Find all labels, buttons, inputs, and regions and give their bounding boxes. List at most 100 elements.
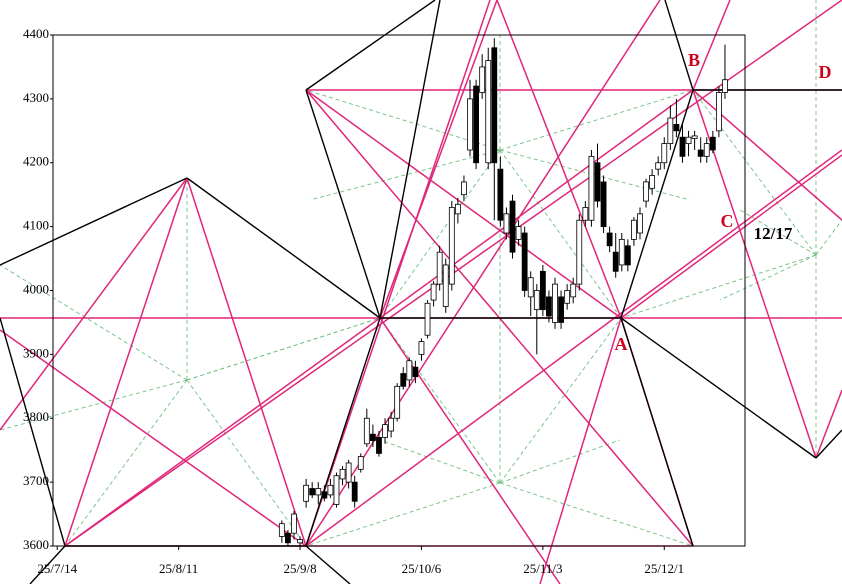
overlay-line — [379, 149, 501, 319]
overlay-line — [815, 389, 842, 459]
overlay-line — [64, 317, 381, 547]
overlay-line — [379, 89, 694, 319]
x-tick-label: 25/12/1 — [644, 561, 684, 576]
candle-body — [509, 200, 516, 253]
overlay-line — [692, 0, 731, 91]
overlay-line — [379, 0, 498, 319]
overlay-line — [379, 439, 501, 484]
annotation: D — [819, 62, 832, 82]
candle-body — [715, 92, 722, 132]
candle-body — [618, 238, 625, 266]
candle-body — [278, 523, 285, 537]
overlay-line — [496, 0, 622, 319]
overlay-line — [499, 89, 694, 151]
candle-body — [418, 341, 425, 355]
overlay-line — [305, 149, 842, 547]
candle-body — [321, 491, 328, 499]
candle-body — [588, 155, 595, 221]
candle-body — [570, 283, 577, 298]
overlay-line — [692, 89, 817, 256]
candle-body — [703, 143, 710, 157]
candle-body — [606, 232, 613, 247]
candle-body — [552, 283, 558, 323]
overlay-line — [620, 317, 817, 459]
overlay-line — [0, 329, 307, 547]
overlay-line — [186, 379, 307, 547]
candle-body — [363, 417, 370, 445]
candle-body — [546, 296, 552, 317]
candle-body — [351, 481, 358, 502]
y-tick-label: 4400 — [23, 26, 49, 41]
overlay-line — [305, 545, 351, 584]
overlay-line — [305, 89, 622, 319]
candle-body — [558, 296, 564, 323]
x-tick-label: 25/9/8 — [283, 561, 316, 576]
x-tick-label: 25/7/14 — [37, 561, 77, 576]
overlay-line — [186, 177, 381, 319]
candle-body — [685, 136, 692, 144]
overlay-line — [620, 154, 842, 319]
overlay-line — [305, 317, 381, 547]
overlay-line — [692, 89, 817, 459]
overlay-line — [539, 317, 622, 584]
candle-body — [624, 245, 631, 266]
overlay-line — [186, 177, 307, 547]
overlay-line — [64, 177, 188, 547]
overlay-line — [815, 429, 842, 459]
candle-body — [697, 149, 704, 157]
candle-body — [345, 462, 352, 483]
candle-body — [691, 135, 698, 139]
candle-body — [454, 203, 461, 215]
overlay-line — [305, 0, 436, 91]
overlay-line — [0, 264, 188, 381]
overlay-line — [305, 89, 381, 319]
overlay-line — [499, 317, 622, 484]
candle-body — [388, 417, 395, 432]
candle-body — [430, 283, 437, 301]
candle-body — [442, 264, 449, 307]
candle-body — [503, 213, 510, 234]
candle-body — [309, 488, 316, 496]
y-tick-label: 4000 — [23, 281, 49, 296]
candle-body — [637, 213, 643, 234]
overlay-line — [620, 317, 694, 547]
candle-body — [594, 162, 601, 202]
candle-body — [285, 532, 291, 544]
candle-body — [612, 251, 619, 272]
overlay-line — [186, 317, 381, 381]
candle-body — [521, 232, 528, 291]
candle-body — [303, 484, 310, 502]
y-tick-label: 3700 — [23, 473, 49, 488]
candle-body — [655, 162, 662, 170]
overlay-line — [305, 89, 501, 151]
candle-body — [667, 117, 674, 144]
candle-body — [473, 85, 479, 164]
overlay-line — [309, 149, 501, 201]
candle-body — [412, 366, 419, 378]
overlay-line — [620, 254, 817, 319]
candle-body — [673, 124, 680, 132]
candle-body — [382, 424, 388, 438]
candle-body — [479, 66, 486, 93]
annotation: A — [615, 334, 628, 354]
candle-body — [376, 437, 382, 454]
overlay-line — [379, 317, 501, 484]
candle-body — [327, 484, 334, 496]
overlay-line — [0, 177, 188, 431]
candle-body — [576, 219, 583, 285]
candle-body — [649, 175, 656, 189]
y-tick-label: 3800 — [23, 409, 49, 424]
candle-body — [406, 360, 413, 381]
candle-body — [582, 207, 589, 221]
candle-body — [436, 251, 443, 285]
candle-body — [679, 136, 686, 157]
annotation: B — [688, 50, 700, 70]
candle-body — [339, 468, 346, 480]
annotation: C — [721, 211, 734, 231]
candle-body — [661, 143, 668, 164]
candle-body — [600, 181, 607, 228]
candle-body — [515, 226, 522, 240]
candle-body — [369, 433, 376, 442]
candle-body — [533, 290, 540, 311]
